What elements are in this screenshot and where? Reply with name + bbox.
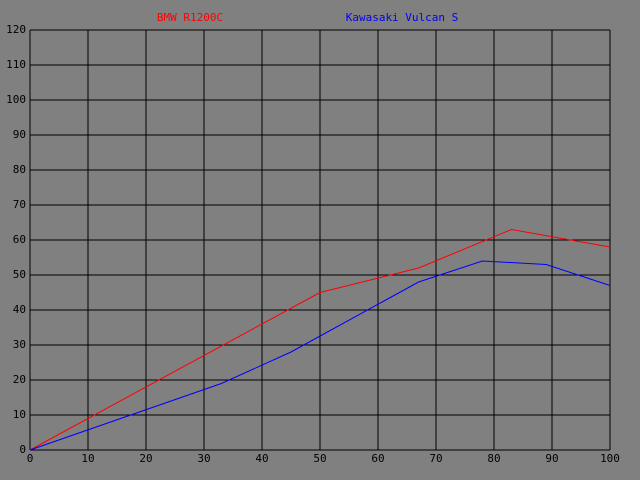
y-tick-label: 40 [13,303,26,316]
x-tick-label: 10 [81,452,94,465]
x-tick-label: 70 [429,452,442,465]
x-tick-label: 100 [600,452,620,465]
x-tick-label: 50 [313,452,326,465]
y-tick-label: 10 [13,408,26,421]
y-tick-label: 90 [13,128,26,141]
x-tick-label: 60 [371,452,384,465]
y-tick-label: 20 [13,373,26,386]
y-tick-label: 120 [6,23,26,36]
y-tick-label: 30 [13,338,26,351]
y-tick-label: 70 [13,198,26,211]
y-tick-label: 110 [6,58,26,71]
y-tick-label: 100 [6,93,26,106]
series-line [29,260,611,451]
legend-entry: Kawasaki Vulcan S [346,11,459,24]
x-tick-label: 0 [27,452,34,465]
x-tick-label: 30 [197,452,210,465]
y-tick-label: 80 [13,163,26,176]
x-tick-label: 90 [545,452,558,465]
x-tick-label: 20 [139,452,152,465]
legend-entry: BMW R1200C [157,11,223,24]
series-line [29,228,611,451]
y-tick-label: 0 [19,443,26,456]
x-tick-label: 40 [255,452,268,465]
x-tick-label: 80 [487,452,500,465]
y-tick-label: 60 [13,233,26,246]
y-tick-label: 50 [13,268,26,281]
